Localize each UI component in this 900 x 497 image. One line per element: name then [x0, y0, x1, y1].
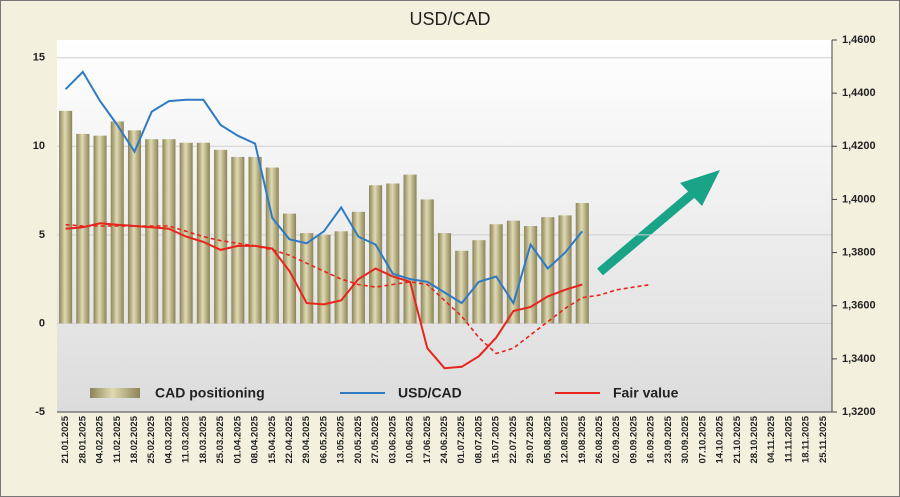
x-tick-label: 04.03.2025: [163, 415, 174, 463]
bar: [351, 211, 365, 324]
x-tick-label: 20.05.2025: [353, 415, 364, 463]
bar: [420, 199, 434, 324]
x-tick-label: 30.09.2025: [680, 415, 691, 463]
x-tick-label: 21.10.2025: [732, 415, 743, 463]
line: [64, 70, 584, 306]
bar: [506, 220, 520, 324]
bar: [162, 139, 176, 324]
x-tick-label: 04.11.2025: [766, 415, 777, 463]
bar: [196, 142, 210, 324]
bar: [110, 121, 124, 324]
legend-label: CAD positioning: [155, 385, 265, 401]
x-tick-label: 18.02.2025: [129, 415, 140, 463]
x-tick-label: 28.10.2025: [749, 415, 760, 463]
y2-tick-label: 1,3400: [842, 353, 876, 365]
legend-label: USD/CAD: [398, 385, 462, 401]
x-tick-label: 27.05.2025: [370, 415, 381, 463]
x-tick-label: 09.09.2025: [628, 415, 639, 463]
x-tick-label: 28.01.2025: [77, 415, 88, 463]
bar: [403, 174, 417, 324]
x-tick-label: 15.07.2025: [491, 415, 502, 463]
bar: [231, 156, 245, 324]
x-tick-label: 18.03.2025: [198, 415, 209, 463]
bar: [369, 185, 383, 324]
bar: [558, 215, 572, 324]
bar: [489, 224, 503, 324]
line: [65, 223, 652, 355]
y2-tick-label: 1,4000: [842, 193, 876, 205]
y-tick-label: 15: [33, 52, 45, 64]
x-tick-label: 15.04.2025: [267, 415, 278, 463]
x-tick-label: 21.01.2025: [60, 415, 71, 463]
x-tick-label: 05.08.2025: [542, 415, 553, 463]
bar: [248, 156, 262, 324]
bar: [59, 110, 73, 324]
x-tick-label: 12.08.2025: [560, 415, 571, 463]
x-tick-label: 03.06.2025: [387, 415, 398, 463]
y-tick-label: 10: [33, 140, 45, 152]
bar: [76, 133, 90, 324]
bar: [575, 202, 589, 324]
x-tick-label: 07.10.2025: [697, 415, 708, 463]
x-tick-label: 04.02.2025: [95, 415, 106, 463]
x-tick-label: 11.11.2025: [783, 415, 794, 462]
line: [65, 222, 583, 370]
x-tick-label: 29.07.2025: [525, 415, 536, 463]
legend-label: Fair value: [613, 385, 679, 401]
bar: [437, 233, 452, 324]
chart-title: USD/CAD: [409, 9, 490, 29]
y-tick-label: -5: [35, 406, 45, 418]
x-tick-label: 11.03.2025: [181, 415, 192, 463]
x-tick-label: 10.06.2025: [405, 415, 416, 463]
legend-swatch: [90, 388, 140, 398]
bar: [386, 183, 400, 324]
bar: [455, 250, 469, 324]
x-tick-label: 14.10.2025: [715, 415, 726, 463]
x-tick-label: 08.07.2025: [473, 415, 484, 463]
bar: [334, 231, 348, 324]
y2-tick-label: 1,4600: [842, 34, 876, 46]
x-tick-label: 29.04.2025: [301, 415, 312, 463]
y2-tick-label: 1,4400: [842, 87, 876, 99]
bar: [265, 167, 279, 324]
x-tick-label: 16.09.2025: [646, 415, 657, 463]
x-tick-label: 25.03.2025: [215, 415, 226, 463]
y2-tick-label: 1,3600: [842, 300, 876, 312]
x-tick-label: 25.02.2025: [146, 415, 157, 463]
bar: [93, 135, 107, 324]
x-tick-label: 18.11.2025: [801, 415, 812, 463]
x-tick-label: 26.08.2025: [594, 415, 605, 463]
x-tick-label: 22.07.2025: [508, 415, 519, 463]
trend-arrow: [597, 190, 695, 276]
x-tick-label: 19.08.2025: [577, 415, 588, 463]
y-tick-label: 0: [39, 317, 45, 329]
bar: [179, 142, 193, 324]
y2-tick-label: 1,3200: [842, 406, 876, 418]
y2-tick-label: 1,4200: [842, 140, 876, 152]
x-tick-label: 06.05.2025: [318, 415, 329, 463]
x-tick-label: 23.09.2025: [663, 415, 674, 463]
y2-tick-label: 1,3800: [842, 246, 876, 258]
x-tick-label: 17.06.2025: [422, 415, 433, 463]
x-tick-label: 08.04.2025: [250, 415, 261, 463]
x-tick-label: 01.07.2025: [456, 415, 467, 463]
trend-arrow-head: [680, 170, 720, 206]
y-tick-label: 5: [39, 229, 45, 241]
bar: [214, 149, 228, 324]
bar: [300, 233, 314, 324]
bar: [317, 234, 331, 324]
bar: [145, 139, 159, 324]
x-tick-label: 02.09.2025: [611, 415, 622, 463]
x-tick-label: 25.11.2025: [818, 415, 829, 463]
bar: [282, 213, 297, 324]
x-tick-label: 24.06.2025: [439, 415, 450, 463]
x-tick-label: 11.02.2025: [112, 415, 123, 463]
x-tick-label: 13.05.2025: [336, 415, 347, 463]
x-tick-label: 22.04.2025: [284, 415, 295, 463]
bar: [541, 217, 555, 324]
x-tick-label: 01.04.2025: [232, 415, 243, 463]
